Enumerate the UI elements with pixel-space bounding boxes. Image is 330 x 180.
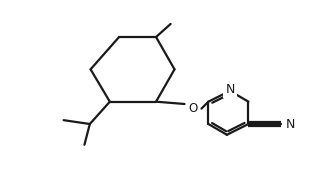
- Text: N: N: [285, 118, 295, 130]
- Text: O: O: [188, 102, 198, 115]
- Text: N: N: [225, 83, 235, 96]
